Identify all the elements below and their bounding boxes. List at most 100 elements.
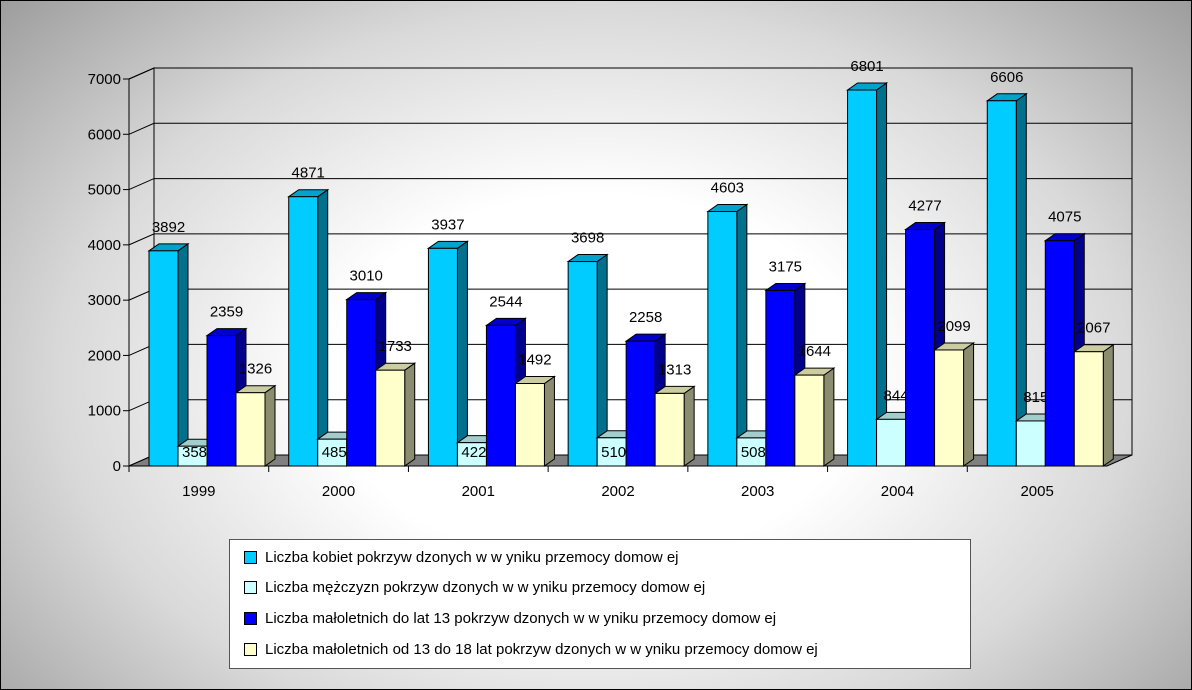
bar-side xyxy=(963,341,975,467)
legend-item: Liczba kobiet pokrzyw dzonych w w yniku … xyxy=(244,547,679,567)
data-label: 6606 xyxy=(990,69,1023,86)
data-label: 815 xyxy=(1023,389,1048,406)
data-label: 2359 xyxy=(210,304,243,321)
data-label: 4603 xyxy=(711,180,744,197)
legend-label: Liczba małoletnich od 13 do 18 lat pokrz… xyxy=(265,640,818,658)
x-tick-label: 2000 xyxy=(322,483,355,500)
bar-side xyxy=(1015,92,1027,467)
bar-side xyxy=(177,242,189,467)
data-label: 510 xyxy=(601,444,626,461)
y-tick-label: 2000 xyxy=(88,347,121,364)
bar xyxy=(148,250,179,467)
legend-label: Liczba mężczyzn pokrzyw dzonych w w ynik… xyxy=(265,578,706,596)
data-label: 3892 xyxy=(152,219,185,236)
x-tick-label: 1999 xyxy=(182,483,215,500)
y-tick-label: 3000 xyxy=(88,292,121,309)
legend-label: Liczba małoletnich do lat 13 pokrzyw dzo… xyxy=(265,609,777,627)
data-label: 3937 xyxy=(431,216,464,233)
x-tick-label: 2001 xyxy=(462,483,495,500)
bar xyxy=(206,335,237,467)
legend-swatch xyxy=(244,611,257,625)
data-label: 2544 xyxy=(489,293,522,310)
data-label: 358 xyxy=(182,444,207,461)
x-tick-label: 2005 xyxy=(1020,483,1053,500)
gridline xyxy=(128,233,1132,246)
x-tick-label: 2003 xyxy=(741,483,774,500)
legend-swatch xyxy=(244,580,257,594)
legend-swatch xyxy=(244,642,257,656)
bar xyxy=(905,229,936,467)
y-tick-label: 4000 xyxy=(88,237,121,254)
data-label: 4277 xyxy=(908,198,941,215)
bar-side xyxy=(736,203,748,467)
gridline xyxy=(128,178,1132,191)
data-label: 485 xyxy=(322,444,347,461)
bar xyxy=(288,196,319,467)
gridline xyxy=(128,288,1132,301)
bar xyxy=(375,369,406,467)
legend-item: Liczba małoletnich od 13 do 18 lat pokrz… xyxy=(244,639,818,659)
bar-side xyxy=(404,362,416,467)
bar xyxy=(1015,420,1046,467)
bar-side xyxy=(264,384,276,467)
bar xyxy=(235,392,266,467)
bar xyxy=(794,374,825,467)
bar-side xyxy=(456,240,468,467)
data-label: 844 xyxy=(884,387,909,404)
legend-swatch xyxy=(244,550,257,564)
data-label: 6801 xyxy=(850,58,883,75)
data-label: 508 xyxy=(741,444,766,461)
x-tick-label: 2002 xyxy=(601,483,634,500)
bar xyxy=(986,100,1017,467)
bar xyxy=(596,437,627,467)
data-label: 4075 xyxy=(1048,209,1081,226)
data-label: 422 xyxy=(461,444,486,461)
bar xyxy=(654,392,685,467)
data-label: 4871 xyxy=(292,165,325,182)
bar-side xyxy=(1102,343,1114,467)
bar-side xyxy=(317,188,329,467)
data-label: 2067 xyxy=(1077,320,1110,337)
legend-item: Liczba małoletnich do lat 13 pokrzyw dzo… xyxy=(244,608,776,628)
y-tick-label: 0 xyxy=(113,458,121,475)
bar xyxy=(1073,351,1104,467)
gridline xyxy=(128,122,1132,135)
data-label: 3698 xyxy=(571,230,604,247)
bar xyxy=(514,383,545,467)
x-tick-label: 2004 xyxy=(881,483,914,500)
bar xyxy=(847,89,878,467)
bar-side xyxy=(823,367,835,467)
bar-side xyxy=(543,375,555,467)
bar xyxy=(427,247,458,467)
bar xyxy=(765,289,796,467)
y-tick-label: 5000 xyxy=(88,182,121,199)
data-label: 1492 xyxy=(518,352,551,369)
data-label: 3010 xyxy=(350,268,383,285)
bar-side xyxy=(683,385,695,467)
bar xyxy=(1044,240,1075,467)
legend-item: Liczba mężczyzn pokrzyw dzonych w w ynik… xyxy=(244,577,705,597)
bar xyxy=(707,211,738,467)
data-label: 2258 xyxy=(629,309,662,326)
legend-label: Liczba kobiet pokrzyw dzonych w w yniku … xyxy=(265,548,679,566)
data-label: 1313 xyxy=(658,361,691,378)
y-tick-label: 7000 xyxy=(88,71,121,88)
bar xyxy=(934,349,965,467)
bar xyxy=(876,418,907,467)
data-label: 2099 xyxy=(937,318,970,335)
legend: Liczba kobiet pokrzyw dzonych w w yniku … xyxy=(229,539,971,669)
bar xyxy=(567,261,598,467)
data-label: 1733 xyxy=(379,338,412,355)
y-tick-label: 1000 xyxy=(88,403,121,420)
bar xyxy=(346,299,377,467)
data-label: 1326 xyxy=(239,361,272,378)
data-label: 1644 xyxy=(798,343,831,360)
bar xyxy=(625,340,656,467)
gridline xyxy=(128,67,1132,80)
bar xyxy=(485,324,516,467)
bar-side xyxy=(876,82,888,467)
data-label: 3175 xyxy=(769,258,802,275)
y-tick-label: 6000 xyxy=(88,126,121,143)
